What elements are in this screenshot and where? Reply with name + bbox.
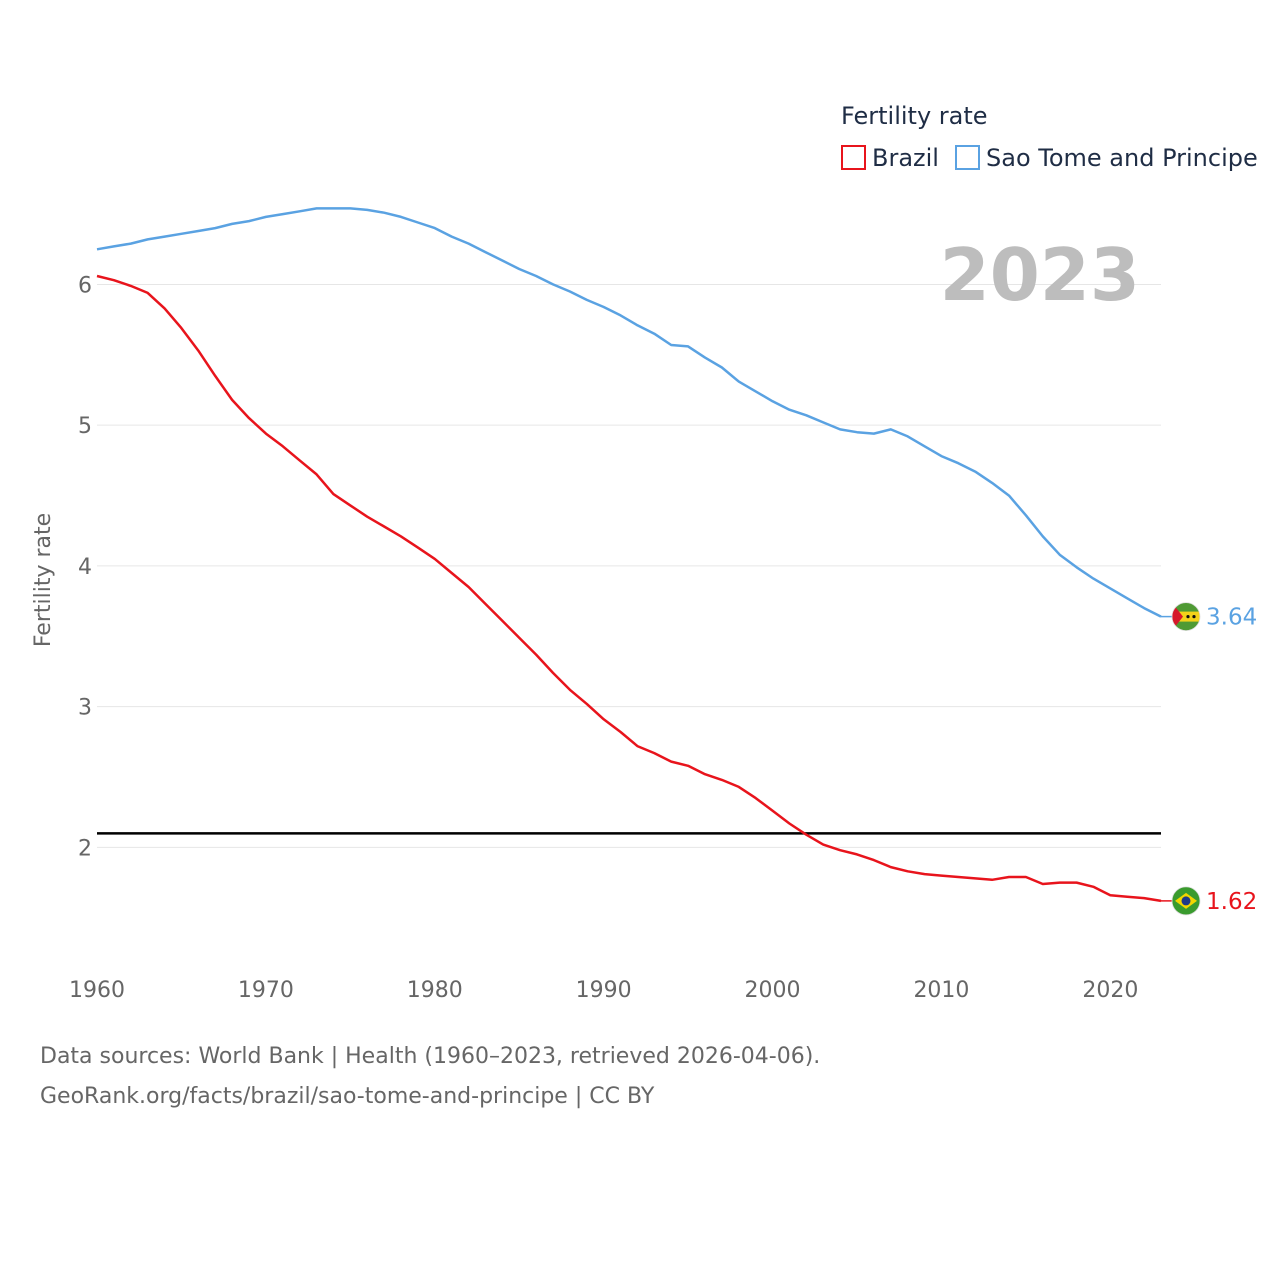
data-source-text: Data sources: World Bank | Health (1960–… <box>40 1044 821 1069</box>
series-lines <box>96 207 1162 903</box>
source-url-text[interactable]: GeoRank.org/facts/brazil/sao-tome-and-pr… <box>40 1084 655 1109</box>
brazil-flag-icon <box>1171 886 1201 916</box>
x-tick-label: 2000 <box>745 978 801 1003</box>
sao-tome-flag-icon <box>1171 602 1201 631</box>
grid-lines <box>97 283 1161 848</box>
end-value-label: 3.64 <box>1206 605 1257 631</box>
y-tick-label: 5 <box>78 414 92 439</box>
y-tick-label: 3 <box>78 696 92 721</box>
end-value-label: 1.62 <box>1206 889 1257 915</box>
legend-label-sao-tome[interactable]: Sao Tome and Principe <box>986 144 1258 172</box>
y-tick-label: 4 <box>78 555 92 580</box>
legend-swatch-brazil[interactable] <box>841 145 866 170</box>
y-axis-label: Fertility rate <box>31 513 56 647</box>
y-tick-label: 6 <box>78 273 92 298</box>
x-tick-label: 1980 <box>407 978 463 1003</box>
x-tick-label: 1960 <box>69 978 125 1003</box>
x-tick-label: 2010 <box>913 978 969 1003</box>
year-watermark: 2023 <box>940 233 1140 317</box>
x-tick-label: 2020 <box>1082 978 1138 1003</box>
fertility-rate-chart: 2 3 4 5 6 1960 1970 1980 1990 2000 2010 2020 Ferti… <box>31 102 1258 1003</box>
x-axis-ticks: 1960 1970 1980 1990 2000 2010 2020 <box>69 978 1138 1003</box>
y-tick-label: 2 <box>78 836 92 861</box>
legend: Fertility rate Brazil Sao Tome and Princ… <box>841 102 1258 172</box>
legend-swatch-sao-tome[interactable] <box>955 145 980 170</box>
x-tick-label: 1990 <box>576 978 632 1003</box>
series-line-brazil[interactable] <box>96 274 1162 903</box>
y-axis-ticks: 2 3 4 5 6 <box>78 273 92 861</box>
series-line-sao-tome[interactable] <box>96 207 1162 618</box>
x-tick-label: 1970 <box>238 978 294 1003</box>
legend-title: Fertility rate <box>841 102 988 130</box>
legend-label-brazil[interactable]: Brazil <box>872 144 939 172</box>
series-end-markers: 1.62 3.64 <box>1161 602 1257 916</box>
